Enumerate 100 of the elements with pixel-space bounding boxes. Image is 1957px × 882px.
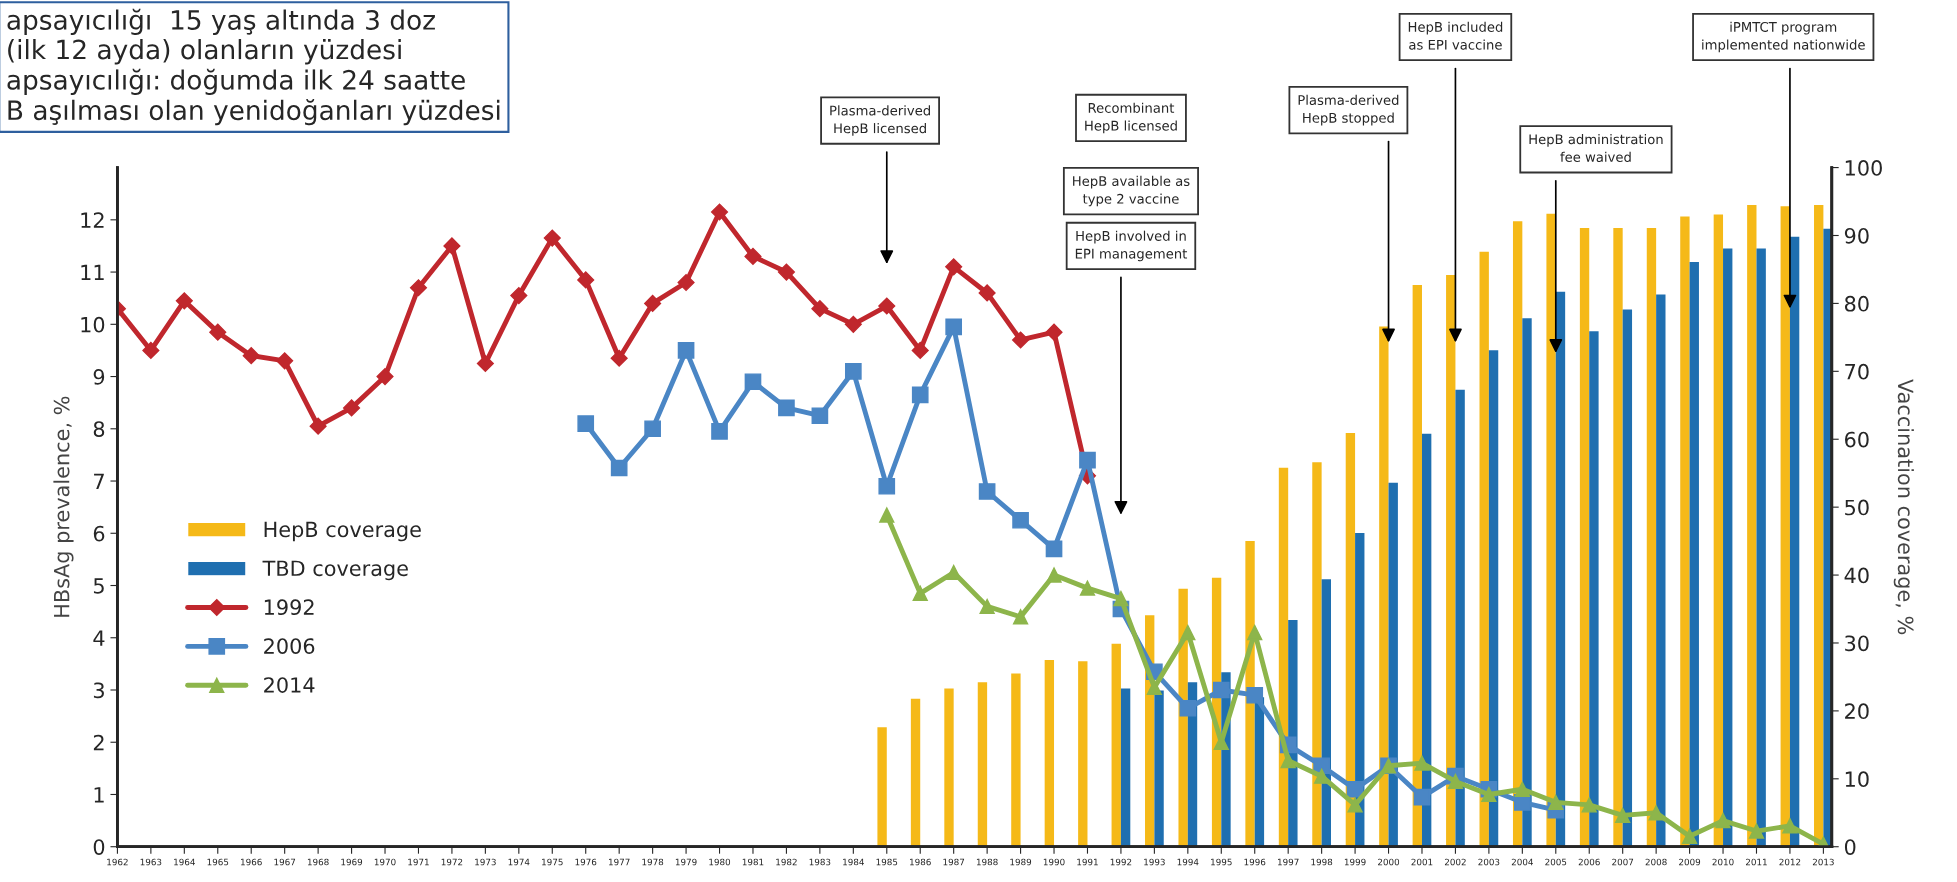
x-tick-label: 1963 — [140, 858, 162, 866]
point — [1212, 681, 1230, 699]
x-tick-label: 1970 — [374, 858, 396, 866]
bar — [1011, 673, 1021, 847]
point — [510, 287, 528, 305]
point — [1012, 609, 1029, 625]
point — [1179, 699, 1197, 717]
x-tick-label: 1989 — [1010, 858, 1032, 866]
point — [744, 373, 762, 391]
point — [476, 354, 494, 373]
y2-tick-label: 10 — [1845, 771, 1869, 788]
x-tick-label: 1978 — [642, 858, 664, 866]
point — [946, 564, 962, 581]
point — [978, 284, 996, 302]
x-tick-label: 1966 — [241, 858, 262, 866]
point — [1481, 786, 1497, 803]
point — [945, 318, 963, 336]
point — [309, 417, 327, 435]
point — [1447, 773, 1464, 790]
point — [1681, 828, 1698, 844]
y-tick-label: 11 — [81, 264, 104, 280]
bar — [1589, 331, 1599, 847]
point — [912, 585, 928, 601]
text: Plasma-derived HepB licensed — [830, 105, 930, 136]
bar — [944, 688, 954, 847]
bar — [1479, 251, 1489, 847]
bar — [1613, 228, 1623, 847]
point — [978, 483, 996, 500]
x-tick-label: 1980 — [709, 858, 731, 866]
point — [543, 229, 561, 247]
text: B aşılması olan yenidoğanları yüzdesi — [8, 99, 500, 126]
point — [811, 300, 829, 318]
x-tick-label: 1993 — [1144, 858, 1165, 866]
x-tick-label: 1991 — [1077, 858, 1098, 866]
y2-tick-label: 30 — [1845, 635, 1869, 652]
annotation: iPMTCT program implemented nationwide — [1702, 21, 1865, 53]
bar — [1814, 204, 1824, 847]
point — [577, 415, 595, 432]
point — [1046, 567, 1062, 583]
text: Recombinant HepB licensed — [1085, 102, 1177, 134]
text: apsayıcılığı 15 yaş altında 3 doz — [7, 8, 435, 36]
y-tick-label: 0 — [93, 839, 105, 855]
x-tick-label: 2001 — [1411, 858, 1433, 866]
y2-tick-label: 80 — [1844, 295, 1869, 312]
x-tick-label: 2006 — [1578, 858, 1600, 866]
x-tick-label: 1974 — [508, 858, 530, 866]
bar — [877, 727, 887, 847]
x-tick-label: 1971 — [408, 858, 429, 866]
x-tick-label: 2010 — [1712, 858, 1734, 866]
x-tick-label: 1979 — [675, 858, 697, 866]
x-tick-label: 1965 — [207, 858, 229, 866]
x-tick-label: 1969 — [341, 858, 363, 866]
point — [844, 362, 862, 380]
point — [1782, 818, 1798, 834]
bar — [1689, 261, 1699, 847]
point — [376, 367, 394, 386]
point — [175, 292, 193, 310]
point — [878, 297, 896, 315]
point — [1045, 323, 1063, 341]
point — [1748, 823, 1765, 839]
x-tick-label: 2013 — [1812, 858, 1834, 866]
y2-tick-label: 20 — [1845, 703, 1869, 720]
bar — [1388, 482, 1398, 847]
y2-tick-label: 0 — [1844, 839, 1856, 855]
x-tick-label: 2000 — [1378, 858, 1400, 866]
point — [879, 507, 895, 523]
x-tick-label: 1977 — [609, 858, 630, 866]
point — [1113, 590, 1129, 607]
x-tick-label: 1964 — [174, 858, 195, 866]
x-tick-label: 1996 — [1244, 858, 1266, 866]
y-tick-label: 10 — [81, 316, 105, 333]
legend-label: 2006 — [264, 638, 315, 654]
point — [1346, 780, 1364, 798]
bar — [1078, 661, 1088, 847]
bar — [1622, 309, 1633, 847]
x-tick-label: 1990 — [1043, 858, 1065, 866]
point — [1012, 511, 1029, 529]
point — [1648, 805, 1664, 821]
legend-label: 1992 — [264, 599, 314, 616]
point — [1548, 794, 1564, 810]
point — [979, 598, 995, 615]
bar — [1680, 216, 1690, 847]
y-tick-label: 2 — [93, 734, 104, 751]
point — [1247, 624, 1263, 641]
x-tick-label: 1986 — [910, 858, 931, 866]
point — [911, 386, 929, 404]
bar — [1111, 643, 1121, 847]
x-tick-label: 1985 — [876, 858, 898, 866]
x-tick-label: 1994 — [1177, 858, 1199, 866]
y-tick-label: 4 — [93, 630, 105, 646]
point — [209, 323, 227, 341]
x-tick-label: 2007 — [1612, 858, 1634, 866]
point — [811, 407, 829, 425]
point — [1012, 331, 1030, 349]
point — [443, 237, 461, 255]
bar — [1713, 214, 1724, 847]
annotation: HepB involved in EPI management — [1075, 230, 1188, 262]
y2-tick-label: 90 — [1844, 227, 1869, 244]
point — [878, 477, 896, 495]
x-tick-label: 1982 — [776, 858, 797, 866]
